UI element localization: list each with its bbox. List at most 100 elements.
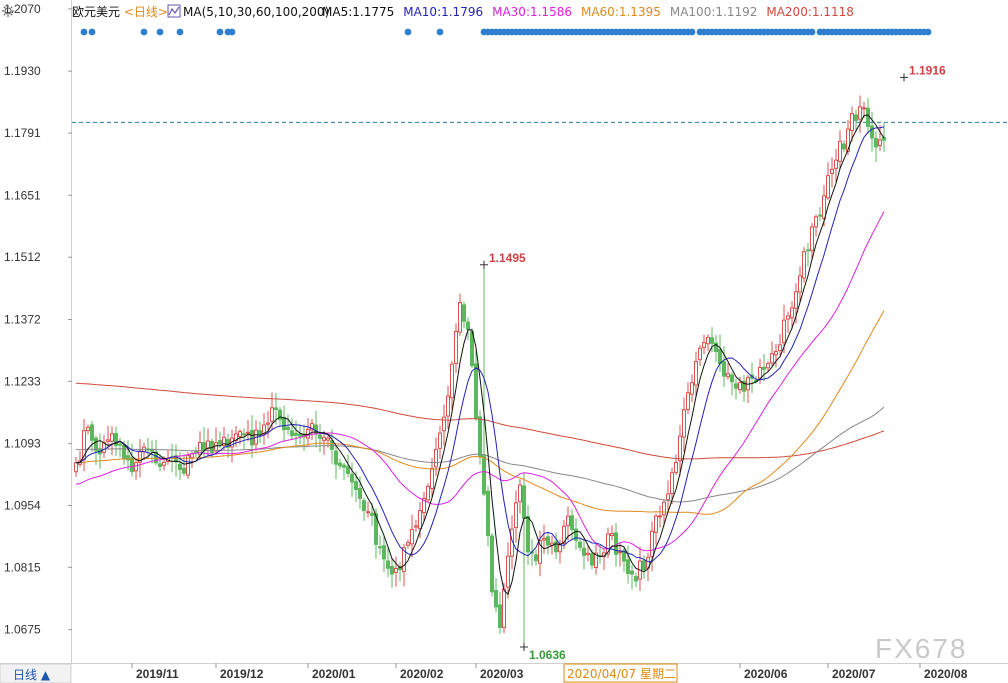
candle[interactable]: [578, 537, 582, 552]
candle[interactable]: [486, 486, 490, 547]
candle[interactable]: [290, 417, 294, 440]
candle[interactable]: [434, 437, 438, 476]
candle[interactable]: [762, 353, 766, 381]
candle[interactable]: [306, 418, 310, 447]
candle[interactable]: [562, 520, 566, 550]
candle[interactable]: [730, 372, 734, 396]
candle[interactable]: [178, 451, 182, 480]
candle[interactable]: [726, 363, 730, 380]
candle[interactable]: [462, 301, 466, 329]
candle[interactable]: [570, 509, 574, 540]
candle[interactable]: [574, 518, 578, 551]
candle[interactable]: [738, 376, 742, 394]
candle[interactable]: [150, 440, 154, 464]
candle[interactable]: [134, 458, 138, 480]
candle[interactable]: [622, 546, 626, 572]
candle[interactable]: [78, 451, 82, 468]
candle[interactable]: [878, 125, 882, 151]
candle[interactable]: [218, 431, 222, 448]
candle[interactable]: [810, 222, 814, 260]
candle[interactable]: [222, 426, 226, 451]
candle[interactable]: [382, 534, 386, 572]
candle[interactable]: [526, 505, 530, 565]
candle[interactable]: [506, 542, 510, 599]
candle[interactable]: [118, 437, 122, 458]
candle[interactable]: [690, 374, 694, 403]
candle[interactable]: [698, 344, 702, 366]
candle[interactable]: [734, 378, 738, 400]
candle[interactable]: [450, 361, 454, 410]
candle[interactable]: [94, 435, 98, 465]
candle[interactable]: [774, 343, 778, 368]
candle[interactable]: [766, 361, 770, 372]
candle[interactable]: [342, 462, 346, 481]
candle[interactable]: [782, 304, 786, 354]
candle[interactable]: [874, 131, 878, 163]
candle[interactable]: [566, 506, 570, 541]
candle[interactable]: [174, 444, 178, 477]
candle[interactable]: [390, 558, 394, 588]
candle[interactable]: [282, 405, 286, 442]
candle[interactable]: [590, 549, 594, 570]
candle[interactable]: [158, 454, 162, 472]
candle[interactable]: [798, 266, 802, 304]
candle[interactable]: [422, 491, 426, 522]
candle[interactable]: [314, 410, 318, 448]
candle[interactable]: [114, 426, 118, 456]
candle[interactable]: [370, 502, 374, 527]
candle[interactable]: [286, 414, 290, 435]
candle[interactable]: [490, 533, 494, 597]
candle[interactable]: [546, 531, 550, 555]
candle[interactable]: [82, 419, 86, 472]
candle[interactable]: [494, 578, 498, 613]
candle[interactable]: [194, 446, 198, 458]
candle[interactable]: [666, 480, 670, 511]
candle[interactable]: [658, 505, 662, 528]
candle[interactable]: [74, 456, 78, 477]
candle[interactable]: [362, 497, 366, 521]
candle[interactable]: [702, 334, 706, 355]
candle[interactable]: [206, 428, 210, 457]
candle[interactable]: [262, 413, 266, 445]
candle[interactable]: [182, 454, 186, 476]
candle[interactable]: [250, 415, 254, 458]
candle[interactable]: [130, 443, 134, 477]
candle[interactable]: [582, 537, 586, 570]
candle[interactable]: [634, 572, 638, 588]
candle[interactable]: [330, 429, 334, 464]
candle[interactable]: [442, 404, 446, 446]
candle[interactable]: [102, 434, 106, 458]
candle[interactable]: [534, 549, 538, 566]
candle[interactable]: [338, 458, 342, 470]
candle[interactable]: [230, 429, 234, 463]
candle[interactable]: [662, 499, 666, 527]
candle[interactable]: [842, 140, 846, 153]
candle[interactable]: [90, 420, 94, 452]
candle[interactable]: [446, 385, 450, 429]
period-selector[interactable]: 日线 ▲: [0, 663, 72, 683]
candle[interactable]: [298, 424, 302, 445]
candle[interactable]: [678, 425, 682, 476]
candle[interactable]: [86, 424, 90, 435]
candle[interactable]: [254, 420, 258, 451]
candle[interactable]: [186, 452, 190, 479]
candle[interactable]: [750, 362, 754, 394]
candle[interactable]: [138, 439, 142, 478]
candle[interactable]: [522, 472, 526, 647]
candle[interactable]: [854, 109, 858, 133]
candle[interactable]: [466, 317, 470, 341]
candle[interactable]: [310, 418, 314, 441]
candle[interactable]: [110, 426, 114, 456]
candle[interactable]: [454, 323, 458, 373]
settings-icon[interactable]: [2, 5, 14, 17]
candle[interactable]: [518, 478, 522, 514]
candle[interactable]: [778, 334, 782, 355]
candle[interactable]: [826, 162, 830, 201]
candle[interactable]: [682, 397, 686, 452]
candle[interactable]: [266, 411, 270, 439]
candle[interactable]: [458, 293, 462, 336]
candle[interactable]: [586, 545, 590, 562]
candle[interactable]: [746, 374, 750, 404]
candle[interactable]: [770, 341, 774, 367]
